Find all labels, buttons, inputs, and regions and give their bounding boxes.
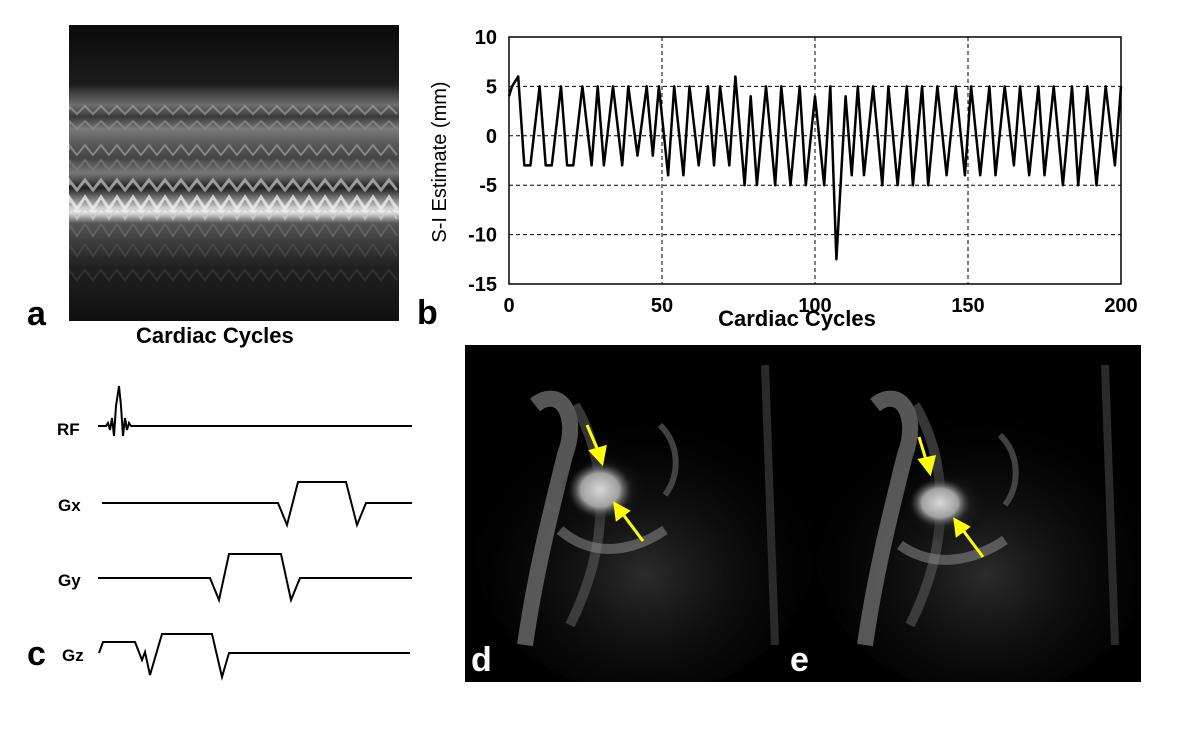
panel-a	[67, 25, 399, 321]
arrow-d-upper-head	[588, 444, 607, 467]
gy-waveform	[98, 553, 412, 604]
si-estimate-chart: 0 50 100 150 200 -15 -10 -5 0 5 10 S-I Estimate (m…	[429, 27, 1138, 331]
y-axis-label: S-I Estimate (mm)	[429, 81, 451, 242]
y-tick-label: 10	[475, 27, 497, 49]
navigator-band	[68, 118, 398, 131]
y-tick-label: 0	[486, 126, 497, 148]
x-tick-label: 150	[951, 295, 984, 317]
navigator-band	[68, 267, 398, 282]
x-axis-label: Cardiac Cycles	[718, 306, 876, 331]
y-tick-label: -15	[468, 274, 497, 296]
arrow-d-lower-head	[613, 501, 631, 522]
panel-a-xlabel: Cardiac Cycles	[136, 323, 294, 348]
navigator-band	[68, 240, 398, 258]
mri-image-d	[475, 364, 815, 695]
gx-label: Gx	[58, 496, 81, 515]
gy-label: Gy	[58, 571, 81, 590]
y-tick-label: -10	[468, 225, 497, 247]
panel-label-a: a	[27, 295, 46, 333]
panel-label-e: e	[790, 641, 809, 679]
arrow-d-lower	[620, 512, 645, 542]
arrow-e-lower	[960, 528, 985, 558]
rf-label: RF	[57, 420, 80, 439]
x-tick-label: 50	[651, 295, 673, 317]
y-tick-label: -5	[479, 175, 497, 197]
panel-b-chart: 0 50 100 150 200 -15 -10 -5 0 5 10 S-I Estimate (m…	[420, 20, 1180, 335]
gx-waveform	[102, 481, 412, 529]
gz-waveform	[98, 633, 410, 681]
panel-label-c: c	[27, 635, 46, 673]
mri-image-e	[815, 364, 1155, 695]
arrow-e-lower-head	[953, 517, 971, 538]
navigator-band	[67, 192, 399, 212]
panel-label-d: d	[471, 641, 492, 679]
navigator-band	[68, 142, 398, 157]
x-tick-label: 0	[503, 295, 514, 317]
navigator-band	[68, 103, 398, 116]
navigator-band	[68, 203, 398, 221]
mri-images	[475, 364, 1155, 695]
navigator-band	[68, 220, 398, 238]
panel-label-b: b	[417, 294, 438, 332]
si-trace	[507, 75, 1123, 261]
navigator-band	[67, 175, 399, 193]
rf-waveform	[98, 385, 412, 437]
x-tick-label: 100	[798, 295, 831, 317]
navigator-band	[68, 157, 398, 172]
arrow-e-upper-head	[917, 455, 937, 477]
y-tick-label: 5	[486, 76, 497, 98]
plot-frame	[508, 36, 1122, 285]
pulse-sequence-diagram	[98, 385, 412, 681]
gz-label: Gz	[62, 646, 84, 665]
x-tick-label: 200	[1104, 295, 1137, 317]
panel-c: RF Gx Gy Gz c	[0, 370, 440, 690]
navigator-image	[67, 25, 399, 321]
mri-panel: d e	[465, 345, 1155, 695]
